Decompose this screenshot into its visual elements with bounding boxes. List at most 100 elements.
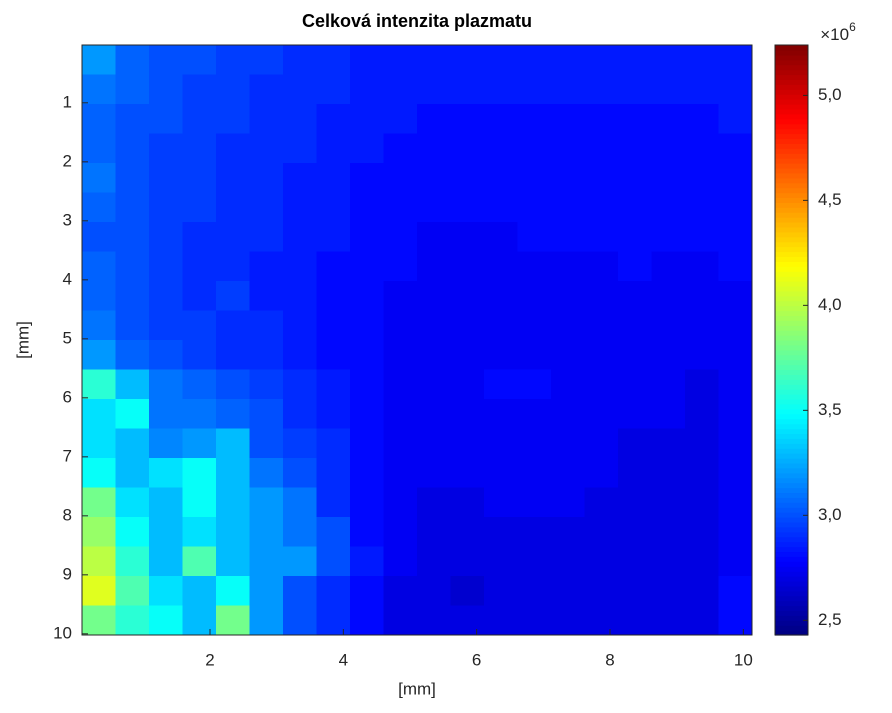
colorbar-segment: [775, 477, 808, 484]
heatmap-cell: [685, 576, 719, 606]
colorbar-segment: [775, 482, 808, 489]
heatmap-cell: [551, 45, 585, 75]
heatmap-cell: [450, 458, 485, 488]
heatmap-cell: [618, 104, 652, 134]
heatmap-cell: [115, 340, 150, 370]
heatmap-cell: [283, 546, 317, 577]
heatmap-cell: [182, 399, 217, 429]
heatmap-cell: [383, 487, 418, 518]
heatmap-cell: [249, 222, 284, 252]
heatmap-cell: [350, 605, 384, 636]
heatmap-cell: [249, 340, 284, 370]
heatmap-cell: [383, 546, 418, 577]
heatmap-cell: [383, 605, 418, 636]
heatmap-cell: [618, 576, 652, 606]
heatmap-cell: [216, 310, 250, 341]
heatmap-cell: [718, 458, 753, 488]
colorbar-segment: [775, 600, 808, 607]
colorbar-segment: [775, 79, 808, 85]
colorbar-segment: [775, 467, 808, 474]
heatmap-cell: [249, 605, 284, 636]
colorbar-segment: [775, 177, 808, 184]
heatmap-cell: [484, 222, 518, 252]
heatmap-cell: [484, 163, 518, 193]
heatmap-cell: [182, 487, 217, 518]
heatmap-cell: [316, 340, 351, 370]
heatmap-cell: [249, 546, 284, 577]
colorbar-segment: [775, 123, 808, 130]
heatmap-cell: [584, 281, 619, 311]
heatmap-cell: [350, 163, 384, 193]
heatmap-cell: [584, 546, 619, 577]
colorbar-segment: [775, 428, 808, 435]
heatmap-cell: [316, 576, 351, 606]
colorbar-segment: [775, 571, 808, 577]
heatmap-cell: [316, 517, 351, 547]
heatmap-cell: [82, 517, 116, 547]
heatmap-cell: [149, 45, 183, 75]
heatmap-cell: [182, 340, 217, 370]
heatmap-cell: [82, 222, 116, 252]
colorbar-segment: [775, 94, 808, 100]
colorbar-segment: [775, 453, 808, 459]
colorbar-segment: [775, 389, 808, 395]
heatmap-cell: [551, 576, 585, 606]
heatmap-cell: [249, 458, 284, 488]
colorbar-tick-label: 2,5: [818, 610, 842, 629]
heatmap-cell: [182, 163, 217, 193]
heatmap-cell: [551, 104, 585, 134]
heatmap-cell: [484, 458, 518, 488]
heatmap-cell: [417, 605, 451, 636]
heatmap-cell: [417, 133, 451, 164]
y-tick-label: 10: [53, 623, 72, 642]
heatmap-cell: [551, 428, 585, 459]
colorbar-segment: [775, 172, 808, 179]
y-tick-label: 9: [63, 564, 72, 583]
colorbar-segment: [775, 187, 808, 194]
colorbar-segment: [775, 379, 808, 385]
heatmap-cell: [216, 163, 250, 193]
heatmap-cell: [584, 369, 619, 400]
heatmap-cell: [618, 605, 652, 636]
heatmap-cell: [517, 576, 552, 606]
heatmap-cell: [350, 222, 384, 252]
heatmap-cell: [618, 546, 652, 577]
heatmap-cell: [283, 74, 317, 105]
colorbar-segment: [775, 300, 808, 307]
heatmap-cell: [383, 192, 418, 223]
heatmap-cell: [115, 192, 150, 223]
heatmap-cell: [216, 104, 250, 134]
heatmap-cell: [149, 104, 183, 134]
heatmap-cell: [182, 192, 217, 223]
heatmap-cell: [618, 399, 652, 429]
heatmap-cell: [517, 458, 552, 488]
heatmap-cell: [584, 45, 619, 75]
heatmap-cell: [450, 605, 485, 636]
heatmap-cell: [383, 163, 418, 193]
colorbar-segment: [775, 531, 808, 538]
colorbar-segment: [775, 359, 808, 366]
heatmap-cell: [450, 163, 485, 193]
colorbar-segment: [775, 413, 808, 420]
heatmap-cell: [249, 428, 284, 459]
heatmap-cell: [685, 192, 719, 223]
heatmap-cell: [584, 222, 619, 252]
heatmap-cell: [417, 428, 451, 459]
heatmap-cell: [618, 192, 652, 223]
heatmap-cell: [651, 428, 686, 459]
chart-title: Celková intenzita plazmatu: [302, 11, 532, 31]
heatmap-cell: [350, 310, 384, 341]
heatmap-cell: [417, 163, 451, 193]
colorbar-segment: [775, 222, 808, 228]
heatmap-cell: [316, 310, 351, 341]
heatmap-cell: [149, 517, 183, 547]
heatmap-cell: [149, 340, 183, 370]
colorbar-segment: [775, 251, 808, 258]
heatmap-cell: [216, 576, 250, 606]
heatmap-cell: [283, 251, 317, 282]
colorbar-segment: [775, 472, 808, 479]
heatmap-cell: [718, 104, 753, 134]
heatmap-cell: [551, 458, 585, 488]
heatmap-cell: [718, 517, 753, 547]
heatmap-cell: [283, 340, 317, 370]
